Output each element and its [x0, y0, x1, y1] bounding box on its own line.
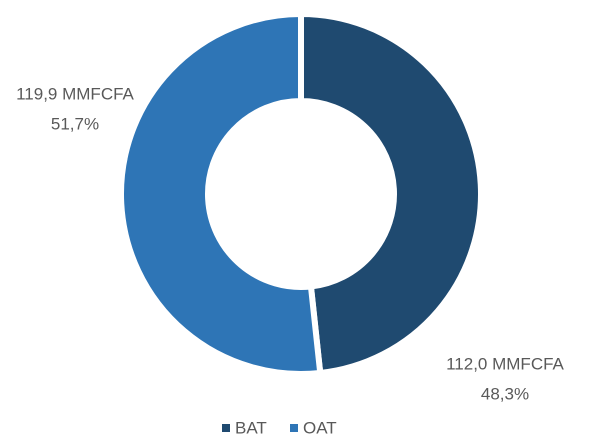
legend-swatch [290, 424, 298, 432]
donut-slice [298, 10, 484, 377]
percent-label: 48,3% [481, 384, 529, 403]
value-label: 112,0 MMFCFA [446, 354, 564, 373]
legend-label: OAT [303, 418, 337, 437]
legend-swatch [222, 424, 230, 432]
donut-slice [118, 10, 324, 377]
legend-label: BAT [235, 418, 267, 437]
percent-label: 51,7% [51, 114, 99, 133]
value-label: 119,9 MMFCFA [16, 84, 134, 103]
